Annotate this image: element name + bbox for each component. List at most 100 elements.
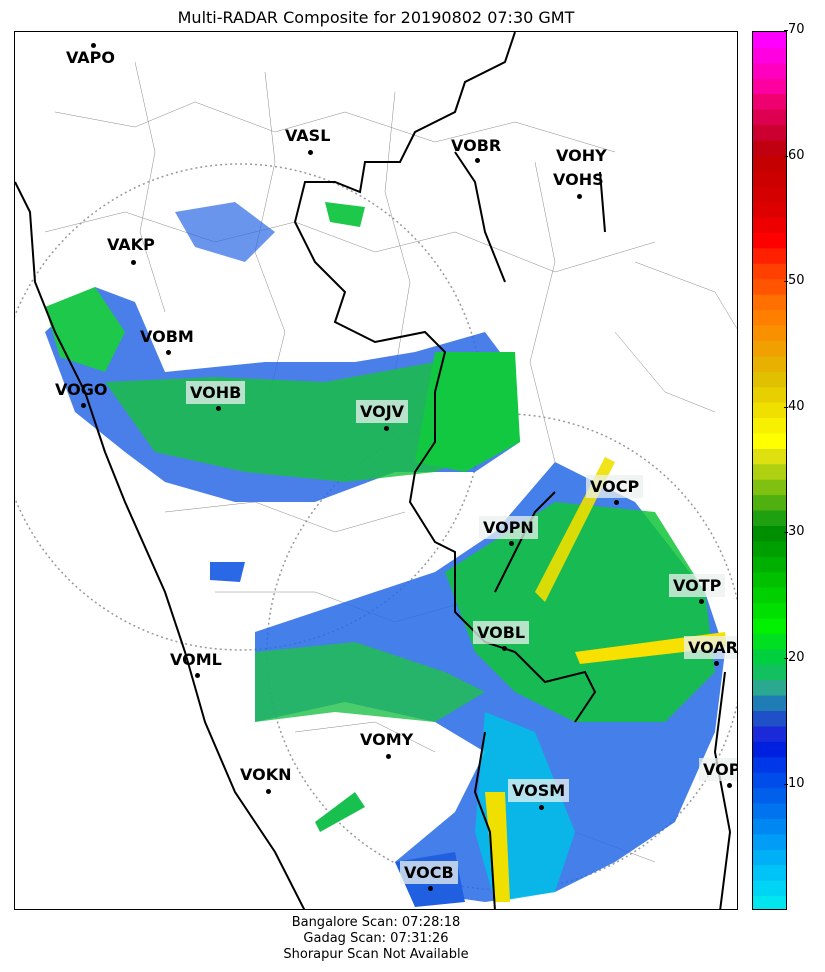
station-dot-vosm [539, 805, 544, 810]
station-label-vokn: VOKN [240, 765, 292, 784]
station-label-vohb: VOHB [186, 381, 246, 404]
colorbar-band [753, 124, 786, 141]
colorbar-band [753, 664, 786, 681]
colorbar-tick-40: 40 [784, 399, 805, 414]
station-label-vobm: VOBM [140, 327, 194, 346]
station-label-vobr: VOBR [451, 136, 502, 155]
colorbar-band [753, 355, 786, 372]
station-dot-vokn [266, 789, 271, 794]
colorbar-band [753, 756, 786, 773]
colorbar-band [753, 494, 786, 511]
colorbar-band [753, 186, 786, 203]
colorbar-band [753, 155, 786, 172]
station-label-voml: VOML [170, 650, 222, 669]
colorbar-band [753, 741, 786, 758]
colorbar-tick-70: 70 [784, 22, 805, 37]
station-label-vopc: VOPC [699, 758, 737, 781]
colorbar-band [753, 895, 786, 909]
station-dot-voar [714, 661, 719, 666]
colorbar-band [753, 864, 786, 881]
station-dot-vapo [91, 43, 96, 48]
station-dot-vogo [81, 403, 86, 408]
colorbar-band [753, 371, 786, 388]
colorbar-band [753, 556, 786, 573]
colorbar-band [753, 139, 786, 156]
colorbar-band [753, 448, 786, 465]
colorbar-band [753, 571, 786, 588]
colorbar-band [753, 170, 786, 187]
station-dot-vojv [384, 426, 389, 431]
station-dot-vasl [308, 150, 313, 155]
colorbar-tick-60: 60 [784, 148, 805, 163]
colorbar-band [753, 402, 786, 419]
colorbar-band [753, 725, 786, 742]
colorbar-band [753, 93, 786, 110]
station-dot-vohb [216, 406, 221, 411]
station-label-vogo: VOGO [55, 380, 108, 399]
scan-time-bangalore: Bangalore Scan: 07:28:18 [291, 915, 461, 930]
colorbar-band [753, 217, 786, 233]
colorbar-band [753, 772, 786, 789]
station-dot-vocb [428, 886, 433, 891]
colorbar-band [753, 818, 786, 835]
colorbar-band [753, 849, 786, 866]
station-dot-vocp [614, 500, 619, 505]
station-dot-vobl [502, 646, 507, 651]
station-dot-votp [699, 599, 704, 604]
station-label-vocp: VOCP [586, 475, 644, 498]
station-label-vohy: VOHY [556, 146, 607, 165]
station-label-vobl: VOBL [473, 621, 530, 644]
colorbar-band [753, 803, 786, 819]
colorbar-band [753, 294, 786, 311]
colorbar-band [753, 47, 786, 64]
colorbar-band [753, 278, 786, 295]
station-label-vomy: VOMY [360, 730, 414, 749]
colorbar-band [753, 833, 786, 850]
station-dot-vobr [475, 158, 480, 163]
station-label-vasl: VASL [285, 126, 331, 145]
colorbar-band [753, 710, 786, 727]
colorbar-band [753, 325, 786, 341]
reflectivity-colorbar [752, 31, 787, 910]
colorbar-band [753, 695, 786, 712]
colorbar-band [753, 587, 786, 604]
station-label-vapo: VAPO [66, 48, 116, 67]
map-canvas [15, 32, 737, 909]
colorbar-band [753, 479, 786, 496]
station-label-vosm: VOSM [508, 779, 570, 802]
colorbar-band [753, 618, 786, 634]
colorbar-band [753, 263, 786, 280]
station-dot-vohs [577, 194, 582, 199]
station-dot-voml [195, 673, 200, 678]
colorbar-band [753, 787, 786, 804]
colorbar-band [753, 540, 786, 557]
colorbar-tick-30: 30 [784, 524, 805, 539]
colorbar-band [753, 510, 786, 526]
station-label-vakp: VAKP [107, 235, 155, 254]
colorbar-band [753, 880, 786, 897]
colorbar-gradient [753, 32, 786, 909]
colorbar-band [753, 62, 786, 79]
station-label-vopn: VOPN [479, 516, 538, 539]
radar-map: VAPO VASL VOBR VOHY VOHS VAKP VOBM VOGO … [14, 31, 738, 910]
station-label-votp: VOTP [669, 574, 726, 597]
colorbar-band [753, 78, 786, 95]
station-label-voar: VOAR [684, 636, 737, 659]
station-label-vohs: VOHS [553, 170, 604, 189]
station-label-vocb: VOCB [400, 861, 458, 884]
colorbar-band [753, 633, 786, 650]
station-dot-vakp [131, 260, 136, 265]
colorbar-band [753, 648, 786, 665]
echo-patches [45, 202, 727, 907]
colorbar-band [753, 432, 786, 449]
colorbar-tick-20: 20 [784, 650, 805, 665]
colorbar-band [753, 232, 786, 249]
colorbar-band [753, 417, 786, 434]
station-dot-vopn [509, 541, 514, 546]
colorbar-band [753, 247, 786, 264]
colorbar-tick-50: 50 [784, 273, 805, 288]
colorbar-band [753, 340, 786, 357]
station-dot-vomy [386, 754, 391, 759]
scan-status-shorapur: Shorapur Scan Not Available [283, 947, 469, 962]
map-title: Multi-RADAR Composite for 20190802 07:30… [177, 8, 575, 27]
